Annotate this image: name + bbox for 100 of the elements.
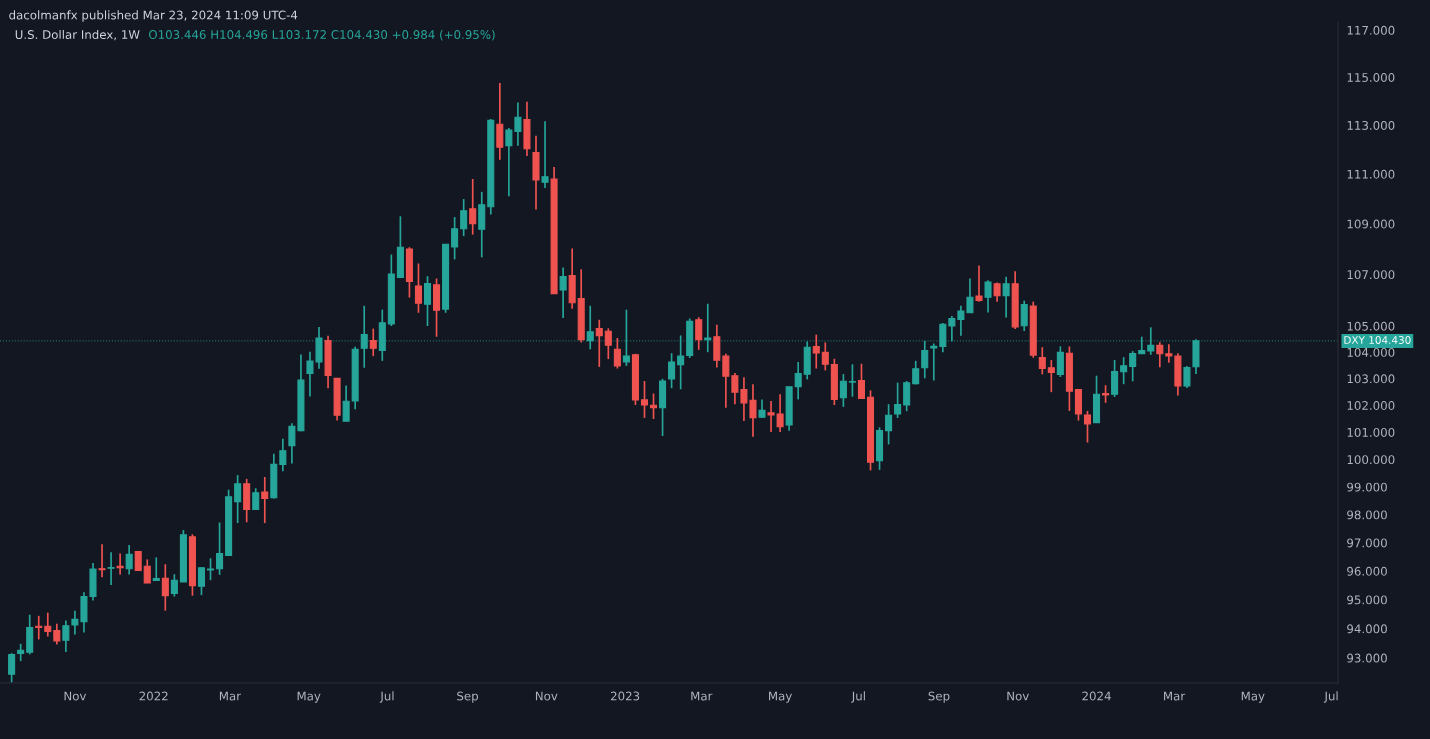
candlestick	[197, 566, 206, 596]
candlestick	[216, 521, 224, 576]
candlestick	[1147, 326, 1155, 356]
y-tick-label: 109.000	[1347, 219, 1395, 229]
candlestick	[98, 543, 106, 579]
candlestick	[839, 373, 847, 408]
candlestick	[1056, 345, 1064, 378]
candlestick	[604, 327, 612, 360]
candlestick	[1020, 299, 1028, 332]
y-tick-label: 103.000	[1347, 374, 1395, 384]
candlestick	[53, 622, 61, 646]
candlestick	[812, 333, 820, 370]
candlestick	[125, 544, 133, 576]
candlestick	[975, 264, 983, 303]
candlestick	[939, 322, 947, 354]
candlestick	[279, 437, 287, 473]
y-tick-label: 94.000	[1347, 624, 1387, 634]
candlestick	[613, 337, 621, 370]
y-tick-label: 104.000	[1347, 347, 1395, 357]
y-tick-label: 115.000	[1347, 72, 1395, 82]
candlestick	[261, 476, 269, 524]
candlestick	[234, 474, 242, 524]
candlestick	[1111, 359, 1119, 398]
x-tick-label: 2024	[1082, 691, 1111, 701]
candlestick	[1038, 346, 1046, 376]
candlestick	[505, 127, 513, 198]
candlestick	[758, 398, 766, 419]
candlestick	[369, 327, 377, 357]
candlestick	[423, 275, 432, 327]
candlestick	[885, 403, 893, 446]
candlestick	[460, 198, 468, 237]
candlestick	[414, 262, 422, 314]
candlestick	[44, 611, 52, 638]
candlestick	[541, 120, 549, 189]
candlestick	[1165, 343, 1173, 364]
x-tick-label: May	[769, 691, 792, 703]
x-tick-label: 2023	[610, 691, 640, 701]
candlestick	[586, 304, 594, 351]
candlestick	[704, 302, 712, 354]
x-tick-label: Nov	[64, 691, 87, 701]
candlestick	[695, 316, 703, 351]
candlestick	[252, 487, 260, 511]
x-tick-label: Jul	[1323, 691, 1338, 703]
x-tick-label: May	[1241, 691, 1265, 703]
candlestick	[668, 352, 676, 390]
candlestick	[170, 573, 178, 598]
y-tick-label: 107.000	[1347, 270, 1395, 280]
candlestick	[821, 341, 829, 372]
candlestick	[1129, 350, 1137, 383]
candlestick	[360, 304, 368, 369]
candlestick	[1138, 335, 1146, 355]
x-tick-label: Mar	[691, 691, 713, 701]
y-tick-label: 100.000	[1347, 455, 1395, 465]
candlestick	[722, 352, 730, 409]
candlestick	[1156, 341, 1164, 369]
candlestick	[342, 384, 350, 422]
candlestick	[62, 619, 70, 653]
text: U.S. Dollar Index, 1W	[15, 29, 140, 41]
x-tick-label: Nov	[535, 691, 558, 701]
candlestick	[1002, 275, 1010, 319]
y-tick-label: 99.000	[1347, 482, 1387, 492]
candlestick	[930, 342, 938, 382]
x-tick-label: Jul	[379, 691, 394, 703]
candlestick	[469, 178, 477, 236]
y-tick-label: 96.000	[1347, 566, 1387, 576]
y-tick-label: 101.000	[1347, 427, 1395, 437]
candlestick	[206, 557, 215, 582]
y-tick-label: 113.000	[1347, 120, 1395, 130]
y-tick-label: 98.000	[1347, 510, 1387, 520]
candlestick	[1083, 410, 1092, 444]
candlestick	[640, 380, 649, 419]
x-tick-label: Mar	[219, 691, 242, 701]
candlestick	[921, 340, 929, 380]
x-tick-label: Nov	[1007, 691, 1029, 701]
y-tick-label: 111.000	[1347, 169, 1395, 179]
y-tick-label: 102.000	[1347, 401, 1395, 410]
candlestick	[794, 361, 802, 401]
y-tick-label: 117.000	[1347, 25, 1395, 35]
ref-line-label: DXY 104.430	[1344, 336, 1411, 344]
candlestick	[595, 318, 603, 368]
candlestick	[35, 615, 43, 641]
candlestick	[857, 362, 865, 400]
candlestick	[514, 101, 522, 147]
x-tick-label: 2022	[139, 691, 168, 701]
candlestick	[984, 279, 992, 314]
x-tick-label: May	[297, 691, 321, 703]
candlestick	[116, 552, 124, 576]
x-tick-label: Sep	[928, 691, 950, 703]
candlestick	[451, 216, 459, 261]
annotation: O103.446 H104.496 L103.172 C104.430 +0.984 (+0.95%)	[149, 29, 495, 41]
y-tick-label: 105.000	[1347, 321, 1395, 331]
candlestick	[107, 551, 115, 586]
y-tick-label: 95.000	[1347, 595, 1387, 605]
candlestick	[559, 266, 567, 319]
candlestick	[894, 381, 902, 419]
candlestick	[713, 323, 721, 369]
candlestick	[948, 315, 956, 343]
candlestick	[496, 82, 504, 161]
candlestick	[677, 334, 685, 391]
candlestick	[622, 308, 630, 367]
